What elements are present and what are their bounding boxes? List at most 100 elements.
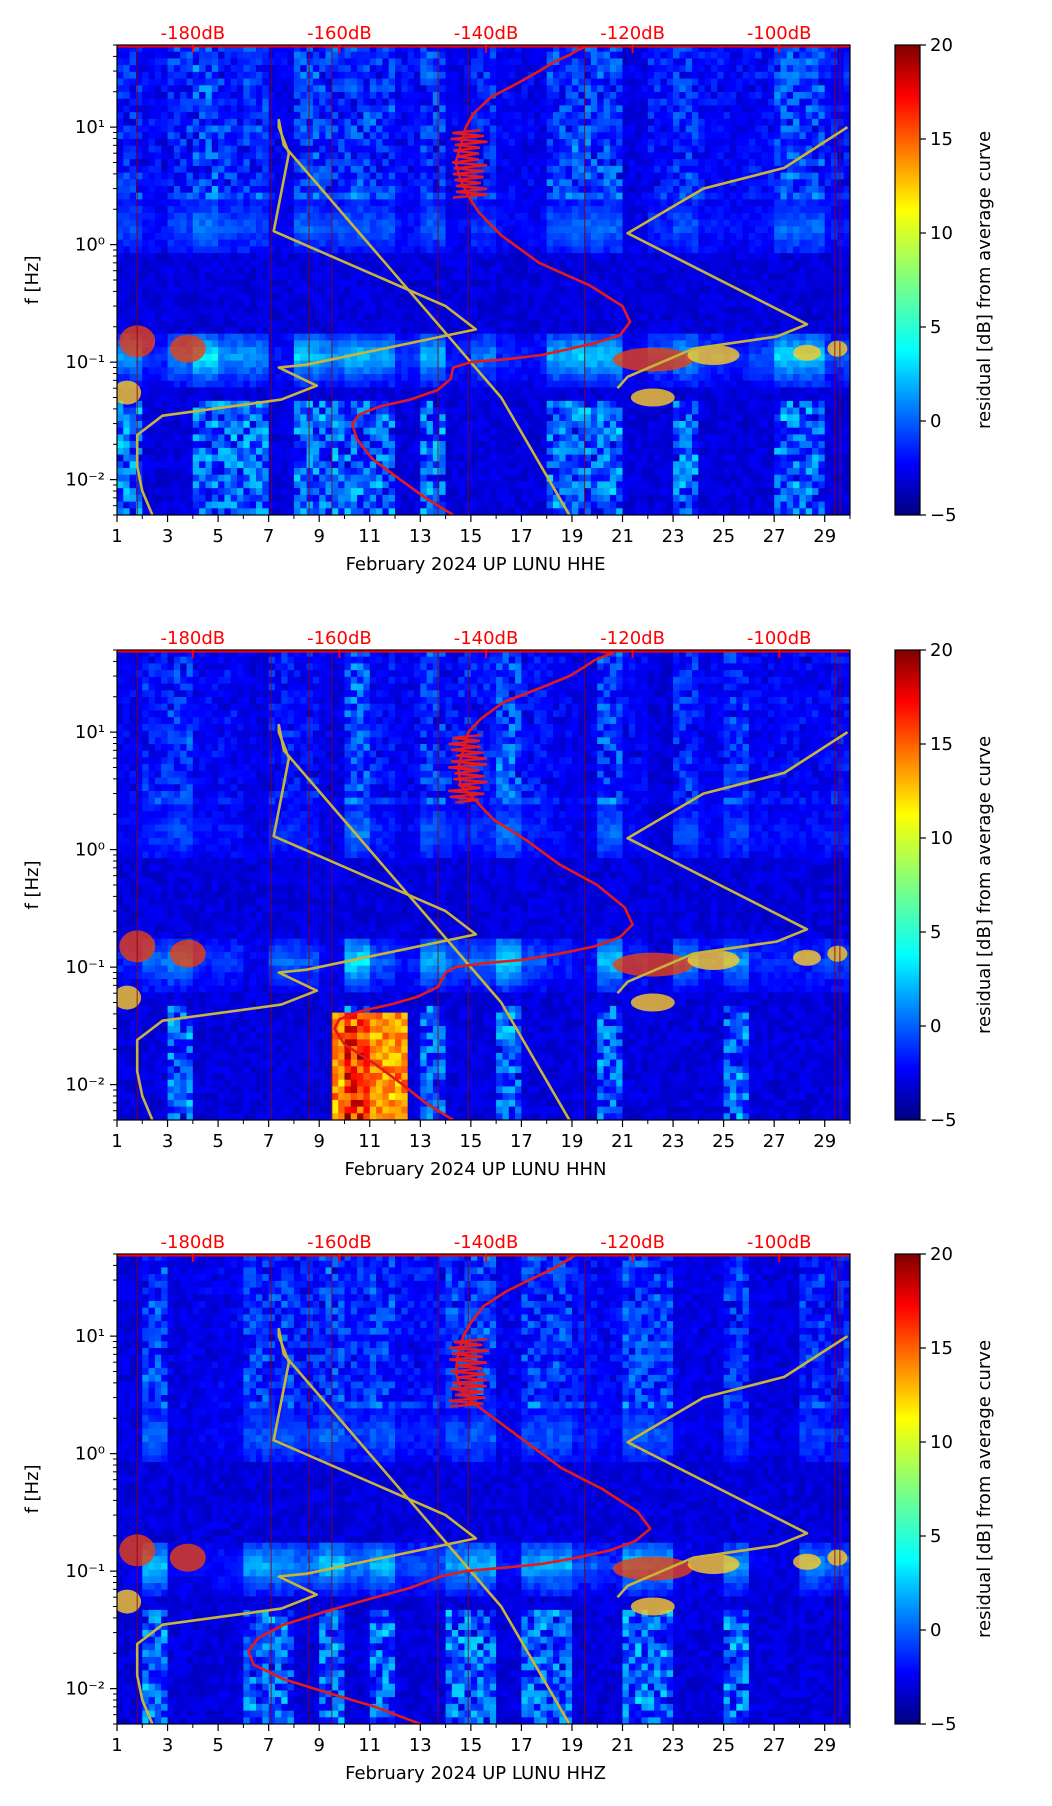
heatmap-blob xyxy=(827,340,848,357)
colorbar-tick-label: 15 xyxy=(930,734,953,755)
heatmap-blob xyxy=(687,1554,740,1574)
heatmap-blob xyxy=(827,945,848,962)
y-axis-label: f [Hz] xyxy=(22,860,43,909)
colorbar-tick-label: 0 xyxy=(930,1016,941,1037)
x-tick-label: 5 xyxy=(212,1735,223,1756)
heatmap-blob xyxy=(117,985,142,1010)
colorbar-tick-label: 10 xyxy=(930,828,953,849)
colorbar-tick-label: −5 xyxy=(930,1110,957,1131)
top-db-label: -120dB xyxy=(600,1232,665,1253)
x-axis-label: February 2024 UP LUNU HHZ xyxy=(345,1763,606,1784)
colorbar-label: residual [dB] from average curve xyxy=(974,131,995,429)
x-axis-label: February 2024 UP LUNU HHN xyxy=(345,1159,607,1180)
y-tick-label: 10⁻¹ xyxy=(65,1561,105,1582)
y-tick-label: 10¹ xyxy=(75,117,105,138)
x-tick-label: 5 xyxy=(212,1131,223,1152)
x-tick-label: 9 xyxy=(313,1131,324,1152)
heatmap-layer xyxy=(117,45,850,515)
red-curve-noise xyxy=(448,733,488,804)
colorbar xyxy=(894,1253,921,1725)
x-tick-label: 15 xyxy=(459,526,482,547)
heatmap-blob xyxy=(687,345,740,365)
gold-curve-left xyxy=(135,723,571,1120)
y-tick-label: 10⁻¹ xyxy=(65,957,105,978)
colorbar-tick-label: 0 xyxy=(930,1620,941,1641)
heatmap-blob xyxy=(612,1556,693,1581)
gold-curve-right xyxy=(616,731,849,995)
top-db-label: -100dB xyxy=(747,23,812,44)
x-tick-label: 27 xyxy=(763,1131,786,1152)
colorbar-tick-label: 20 xyxy=(930,35,953,56)
x-tick-label: 29 xyxy=(813,1735,836,1756)
top-db-label: -100dB xyxy=(747,628,812,649)
x-tick-label: 27 xyxy=(763,1735,786,1756)
y-axis-label: f [Hz] xyxy=(22,1464,43,1513)
colorbar-tick-label: 10 xyxy=(930,1432,953,1453)
x-tick-label: 1 xyxy=(111,1735,122,1756)
x-tick-label: 19 xyxy=(561,1735,584,1756)
x-tick-label: 23 xyxy=(662,526,685,547)
x-tick-label: 17 xyxy=(510,1735,533,1756)
x-tick-label: 21 xyxy=(611,1131,634,1152)
x-tick-label: 13 xyxy=(409,1735,432,1756)
x-axis-label: February 2024 UP LUNU HHE xyxy=(346,554,606,575)
y-tick-label: 10⁰ xyxy=(75,235,105,256)
top-db-label: -180dB xyxy=(161,1232,226,1253)
y-tick-label: 10⁰ xyxy=(75,1444,105,1465)
x-tick-label: 11 xyxy=(358,1735,381,1756)
x-tick-label: 19 xyxy=(561,1131,584,1152)
x-tick-label: 15 xyxy=(459,1131,482,1152)
heatmap-blob xyxy=(117,380,142,405)
x-tick-label: 29 xyxy=(813,526,836,547)
top-db-label: -180dB xyxy=(161,23,226,44)
top-db-label: -140dB xyxy=(454,1232,519,1253)
x-tick-label: 5 xyxy=(212,526,223,547)
x-tick-label: 3 xyxy=(162,1735,173,1756)
heatmap-blob xyxy=(612,347,693,372)
x-tick-label: 29 xyxy=(813,1131,836,1152)
x-tick-label: 15 xyxy=(459,1735,482,1756)
heatmap-blob xyxy=(793,344,821,361)
x-tick-label: 9 xyxy=(313,526,324,547)
y-axis-label: f [Hz] xyxy=(22,255,43,304)
y-tick-label: 10⁻¹ xyxy=(65,352,105,373)
x-tick-label: 19 xyxy=(561,526,584,547)
colorbar-tick-label: −5 xyxy=(930,1714,957,1735)
y-tick-label: 10¹ xyxy=(75,1326,105,1347)
y-tick-label: 10⁰ xyxy=(75,840,105,861)
top-db-label: -160dB xyxy=(307,23,372,44)
colorbar xyxy=(894,44,921,516)
gold-curve-left xyxy=(135,1327,571,1724)
gold-curve-right xyxy=(616,1335,849,1599)
colorbar-tick-label: 15 xyxy=(930,1338,953,1359)
colorbar-tick-label: 5 xyxy=(930,1526,941,1547)
x-tick-label: 23 xyxy=(662,1735,685,1756)
top-db-label: -120dB xyxy=(600,23,665,44)
x-tick-label: 25 xyxy=(712,1735,735,1756)
y-tick-label: 10⁻² xyxy=(65,1075,105,1096)
x-tick-label: 13 xyxy=(409,1131,432,1152)
colorbar-tick-label: 20 xyxy=(930,640,953,661)
x-tick-label: 3 xyxy=(162,526,173,547)
x-tick-label: 9 xyxy=(313,1735,324,1756)
heatmap-blob xyxy=(169,939,206,968)
heatmap-blob xyxy=(687,950,740,970)
top-db-label: -100dB xyxy=(747,1232,812,1253)
x-tick-label: 7 xyxy=(263,526,274,547)
colorbar xyxy=(894,649,921,1121)
x-tick-label: 23 xyxy=(662,1131,685,1152)
x-tick-label: 25 xyxy=(712,526,735,547)
red-curve-noise xyxy=(450,128,488,199)
gold-curve-right xyxy=(616,126,849,390)
colorbar-tick-label: 5 xyxy=(930,922,941,943)
x-tick-label: 11 xyxy=(358,1131,381,1152)
gold-curve-left xyxy=(135,118,571,515)
x-tick-label: 17 xyxy=(510,1131,533,1152)
x-tick-label: 7 xyxy=(263,1131,274,1152)
red-curve xyxy=(350,45,632,515)
heatmap-blob xyxy=(793,949,821,966)
top-db-label: -160dB xyxy=(307,628,372,649)
